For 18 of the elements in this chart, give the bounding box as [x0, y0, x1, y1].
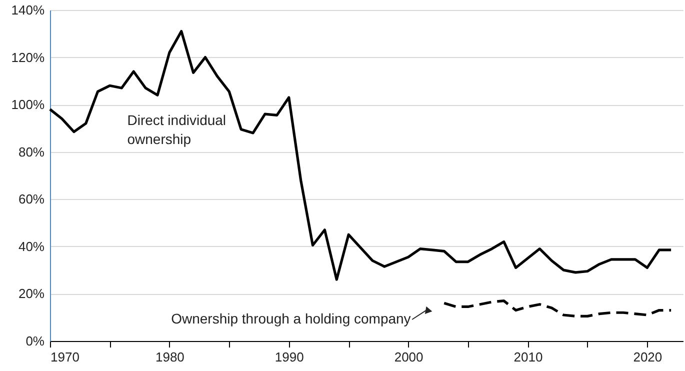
y-tick-label: 40% — [18, 238, 45, 254]
x-tick-label: 1990 — [274, 350, 304, 364]
x-tick-label: 2010 — [514, 350, 543, 364]
x-tick-label: 2020 — [633, 350, 662, 364]
x-tick-label: 2000 — [394, 350, 424, 364]
x-tick-label: 1980 — [155, 350, 184, 364]
y-tick-label: 120% — [11, 50, 45, 65]
y-tick-label: 100% — [11, 97, 45, 112]
y-tick-label: 20% — [18, 286, 45, 302]
y-tick-label: 60% — [18, 192, 45, 207]
y-tick-label: 140% — [11, 2, 45, 18]
y-tick-label: 80% — [18, 144, 45, 160]
x-tick-label: 1970 — [50, 350, 80, 364]
text: Ownership through a holding company — [171, 310, 411, 326]
line-series — [48, 30, 672, 281]
line-series — [442, 300, 672, 318]
y-tick-label: 0% — [26, 334, 45, 348]
series-label: Direct individual ownership — [127, 112, 226, 147]
